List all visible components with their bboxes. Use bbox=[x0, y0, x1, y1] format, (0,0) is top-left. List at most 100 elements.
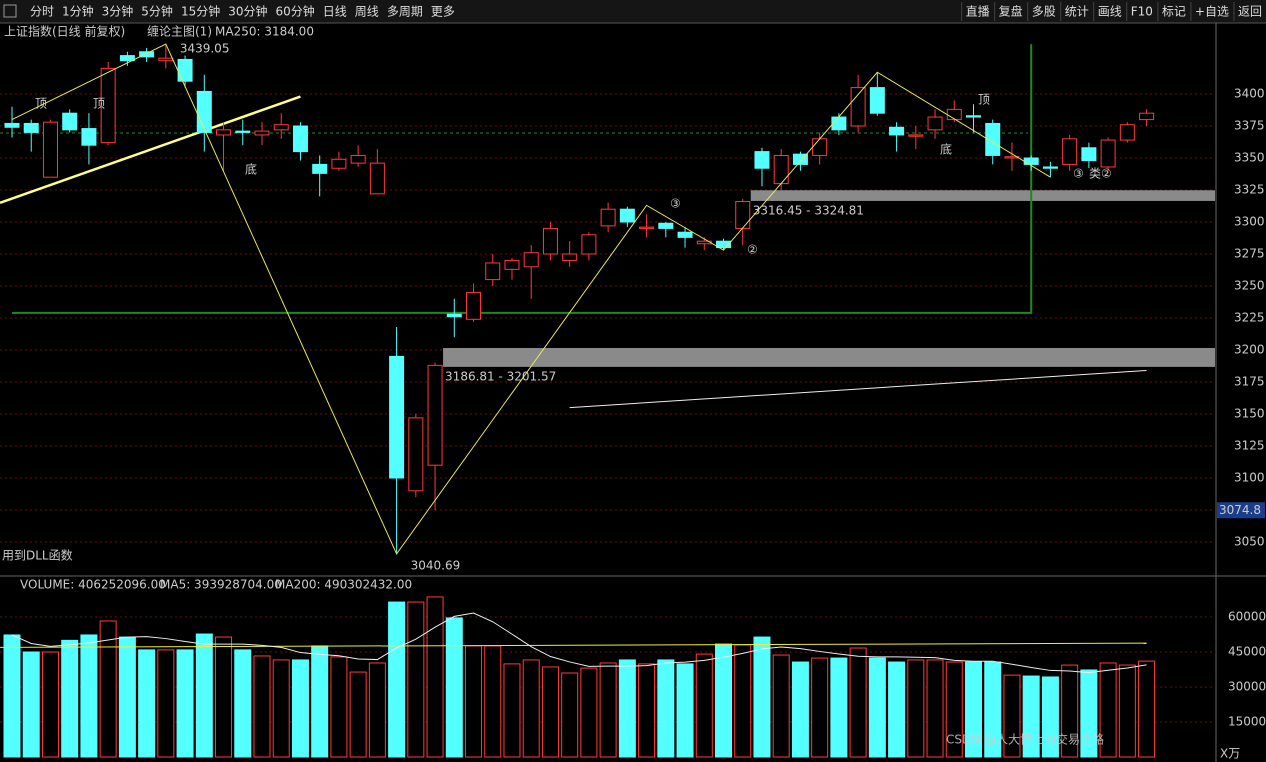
dll-note: 用到DLL函数 bbox=[2, 548, 73, 563]
toolbar-button[interactable]: 更多 bbox=[431, 5, 455, 19]
volume-bar bbox=[138, 649, 156, 758]
candle-body bbox=[1023, 157, 1039, 165]
green-box bbox=[12, 44, 1033, 314]
current-price-box bbox=[1217, 502, 1265, 519]
volume-bar bbox=[984, 661, 1002, 758]
toolbar-button[interactable]: 分时 bbox=[30, 5, 54, 19]
zone-label: 3186.81 - 3201.57 bbox=[445, 369, 556, 383]
toolbar-button[interactable]: +自选 bbox=[1195, 5, 1229, 19]
toolbar-button[interactable]: 复盘 bbox=[999, 4, 1023, 19]
volume-bar bbox=[291, 659, 309, 758]
candle-body bbox=[812, 138, 828, 156]
candle-body bbox=[331, 158, 347, 169]
y-tick-label: 3225 bbox=[1234, 311, 1265, 325]
volume-ma200: MA200: 490302432.00 bbox=[275, 578, 412, 592]
toolbar-button[interactable]: F10 bbox=[1131, 5, 1153, 19]
candle-body bbox=[792, 153, 808, 165]
volume-bar bbox=[407, 601, 425, 758]
y-tick-label: 3375 bbox=[1234, 119, 1265, 133]
volume-bar bbox=[522, 659, 540, 758]
volume-bar bbox=[118, 636, 136, 758]
current-price-label: 3074.8 bbox=[1219, 503, 1261, 517]
high-label: 3439.05 bbox=[180, 42, 230, 56]
volume-bar bbox=[1061, 664, 1079, 758]
toolbar bbox=[0, 0, 1266, 23]
volume-bar bbox=[657, 659, 675, 758]
candle-body bbox=[542, 227, 558, 255]
candle-body bbox=[1100, 139, 1116, 168]
candle-body bbox=[23, 122, 39, 133]
y-tick-label: 3350 bbox=[1234, 151, 1265, 165]
low-label: 3040.69 bbox=[411, 558, 461, 572]
volume-bar bbox=[1003, 674, 1021, 758]
volume-bar bbox=[561, 672, 579, 758]
toolbar-button[interactable]: 统计 bbox=[1065, 5, 1089, 19]
ma5-line bbox=[11, 612, 1147, 674]
bottom-mark: 底 bbox=[940, 142, 952, 157]
volume-bar bbox=[1041, 676, 1059, 758]
candle-body bbox=[658, 222, 674, 229]
volume-bar bbox=[465, 645, 483, 758]
y-tick-label: 15000 bbox=[1228, 715, 1266, 729]
volume-bar bbox=[638, 663, 656, 758]
toolbar-button[interactable]: 多股 bbox=[1032, 5, 1056, 19]
y-tick-label: 3300 bbox=[1234, 215, 1265, 229]
candle-body bbox=[216, 129, 232, 136]
volume-bar bbox=[503, 663, 521, 758]
candle-body bbox=[1004, 156, 1020, 159]
volume-bar bbox=[388, 601, 406, 758]
volume-bar bbox=[41, 651, 59, 758]
volume-bar bbox=[484, 645, 502, 758]
volume-bar bbox=[234, 649, 252, 758]
top-mark: 顶 bbox=[35, 97, 47, 111]
volume-bar bbox=[580, 667, 598, 758]
toolbar-button[interactable]: 直播 bbox=[966, 5, 990, 19]
volume-bar bbox=[3, 634, 21, 758]
volume-bar bbox=[80, 634, 98, 758]
toolbar-button[interactable]: 15分钟 bbox=[181, 4, 220, 19]
candle-body bbox=[523, 252, 539, 268]
y-tick-label: 45000 bbox=[1228, 645, 1266, 659]
volume-bar bbox=[253, 655, 271, 758]
volume-bar bbox=[945, 661, 963, 758]
candle-body bbox=[716, 240, 732, 249]
candle-body bbox=[754, 151, 770, 169]
candle-body bbox=[139, 51, 155, 58]
toolbar-button[interactable]: 3分钟 bbox=[102, 4, 134, 19]
volume-bar bbox=[1080, 669, 1098, 758]
toolbar-button[interactable]: 画线 bbox=[1098, 5, 1122, 19]
volume-title: VOLUME: 406252096.00 bbox=[20, 578, 166, 592]
volume-unit: X万 bbox=[1220, 747, 1240, 761]
volume-bar bbox=[734, 644, 752, 758]
toolbar-button[interactable]: 标记 bbox=[1162, 5, 1186, 19]
toolbar-button[interactable]: 30分钟 bbox=[228, 4, 267, 19]
ma200-line bbox=[0, 642, 1147, 648]
y-tick-label: 3400 bbox=[1234, 87, 1265, 101]
toolbar-button[interactable]: 返回 bbox=[1238, 5, 1262, 19]
volume-ma5: MA5: 393928704.00 bbox=[160, 578, 282, 592]
toolbar-button[interactable]: 多周期 bbox=[387, 5, 423, 19]
price-zone bbox=[443, 347, 1215, 367]
candle-body bbox=[466, 291, 482, 320]
volume-bar bbox=[676, 663, 694, 758]
candle-body bbox=[196, 90, 212, 133]
y-tick-label: 3325 bbox=[1234, 183, 1265, 197]
candle-body bbox=[254, 130, 270, 136]
toolbar-button[interactable]: 日线 bbox=[323, 5, 347, 19]
toolbar-button[interactable]: 60分钟 bbox=[276, 4, 315, 19]
volume-bar bbox=[541, 666, 559, 758]
toolbar-button[interactable]: 1分钟 bbox=[62, 4, 94, 19]
chart-layer: 3050307531003125315031753200322532503275… bbox=[0, 42, 1266, 758]
candle-body bbox=[177, 58, 193, 82]
y-tick-label: 3100 bbox=[1234, 471, 1265, 485]
toolbar-button[interactable]: 周线 bbox=[355, 5, 379, 19]
volume-bar bbox=[22, 651, 40, 758]
volume-bar bbox=[272, 659, 290, 758]
y-tick-label: 3175 bbox=[1234, 375, 1265, 389]
menu-icon[interactable] bbox=[3, 4, 17, 18]
candle-body bbox=[985, 122, 1001, 156]
y-tick-label: 30000 bbox=[1228, 680, 1266, 694]
volume-bar bbox=[99, 620, 117, 758]
y-tick-label: 3250 bbox=[1234, 279, 1265, 293]
toolbar-button[interactable]: 5分钟 bbox=[141, 4, 173, 19]
